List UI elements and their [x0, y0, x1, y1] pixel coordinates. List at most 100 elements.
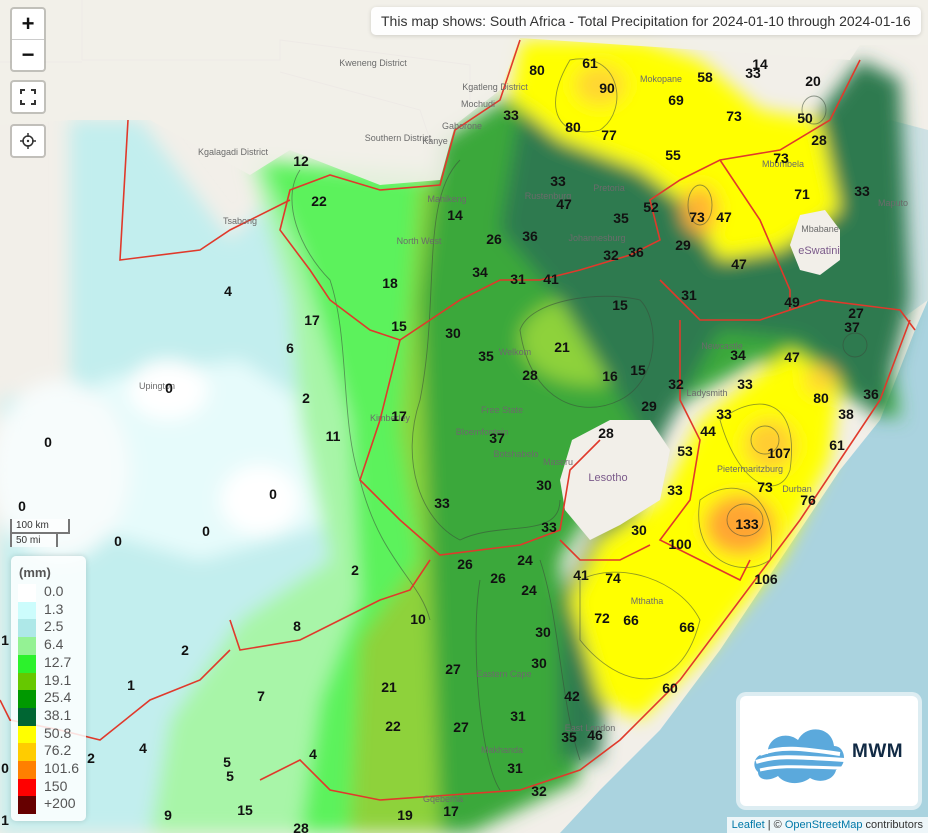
precip-value-label: 60: [662, 680, 678, 696]
precip-value-label: 61: [582, 55, 598, 71]
precip-value-label: 35: [478, 348, 494, 364]
precip-value-label: 2: [181, 642, 189, 658]
precip-value-label: 19: [397, 807, 413, 823]
precip-value-label: 2: [302, 390, 310, 406]
precip-value-label: 0: [165, 380, 173, 396]
precip-value-label: 33: [854, 183, 870, 199]
precip-value-label: 80: [529, 62, 545, 78]
precip-value-label: 35: [613, 210, 629, 226]
legend-item: 1.3: [18, 600, 86, 620]
precip-value-label: 32: [668, 376, 684, 392]
legend-value: 1.3: [44, 600, 64, 617]
precip-value-label: 4: [224, 283, 232, 299]
precip-value-label: 80: [813, 390, 829, 406]
place-label: Pretoria: [593, 183, 625, 193]
precip-value-label: 53: [677, 443, 693, 459]
precip-value-label: 21: [381, 679, 397, 695]
precip-value-label: 30: [531, 655, 547, 671]
place-label: Welkom: [498, 347, 532, 357]
precip-value-label: 15: [237, 802, 253, 818]
place-label: Kgalagadi District: [197, 147, 269, 157]
legend-swatch: [18, 672, 36, 691]
precip-value-label: 22: [385, 718, 401, 734]
precip-value-label: 2: [87, 750, 95, 766]
precipitation-legend: (mm) 0.0 1.3 2.5 6.4 12.7 19.1 25.4 38.1 50.8 76.…: [11, 556, 86, 821]
place-label: Kweneng District: [339, 58, 407, 68]
crosshair-icon: [20, 133, 36, 149]
precip-value-label: 66: [679, 619, 695, 635]
precip-value-label: 15: [630, 362, 646, 378]
precip-value-label: 107: [767, 445, 791, 461]
legend-value: 19.1: [44, 671, 72, 688]
precip-value-label: 38: [838, 406, 854, 422]
legend-item: 25.4: [18, 689, 86, 709]
precip-value-label: 90: [599, 80, 615, 96]
place-label: Botshabelo: [493, 449, 539, 459]
precip-value-label: 0: [44, 434, 52, 450]
place-label: Kanye: [422, 136, 448, 146]
precip-value-label: 52: [643, 199, 659, 215]
precip-value-label: 47: [556, 196, 572, 212]
precip-value-label: 31: [681, 287, 697, 303]
fullscreen-button[interactable]: [10, 80, 46, 114]
place-label: Upington: [138, 381, 176, 391]
place-label: Southern District: [364, 133, 432, 143]
legend-unit: (mm): [19, 565, 51, 580]
locate-button[interactable]: [10, 124, 46, 158]
place-label: Tsabong: [222, 216, 258, 226]
leaflet-link[interactable]: Leaflet: [731, 819, 765, 831]
precip-value-label: 28: [811, 132, 827, 148]
precip-value-label: 73: [773, 150, 789, 166]
precip-value-label: 33: [550, 173, 566, 189]
precip-value-label: 30: [536, 477, 552, 493]
scale-km: 100 km: [10, 519, 70, 534]
osm-link[interactable]: OpenStreetMap: [784, 819, 863, 831]
scale-mi: 50 mi: [10, 532, 58, 547]
place-label: Durban: [782, 484, 812, 494]
precip-value-label: 0: [269, 486, 277, 502]
precip-value-label: 28: [598, 425, 614, 441]
legend-value: 6.4: [44, 636, 64, 653]
precip-value-label: 42: [564, 688, 580, 704]
precip-value-label: 47: [731, 256, 747, 272]
precip-value-label: 28: [522, 367, 538, 383]
legend-value: 76.2: [44, 742, 72, 759]
place-label: Johannesburg: [568, 233, 626, 243]
legend-value: 2.5: [44, 618, 64, 635]
zoom-in-button[interactable]: +: [21, 11, 35, 36]
place-label: Mochudi: [460, 99, 496, 109]
precip-value-label: 41: [543, 271, 559, 287]
legend-value: 25.4: [44, 689, 72, 706]
precip-value-label: 55: [665, 147, 681, 163]
place-label: Mbabane: [801, 224, 839, 234]
precip-value-label: 0: [1, 760, 9, 776]
legend-swatch: [18, 584, 36, 602]
precip-value-label: 26: [490, 570, 506, 586]
precip-value-label: 27: [445, 661, 461, 677]
fullscreen-icon: [20, 89, 36, 105]
precip-value-label: 22: [311, 193, 327, 209]
precip-value-label: 33: [503, 107, 519, 123]
legend-value: 150: [44, 777, 68, 794]
legend-swatch: [18, 743, 36, 762]
legend-swatch: [18, 690, 36, 709]
precip-value-label: 133: [735, 516, 759, 532]
precip-value-label: 37: [844, 319, 860, 335]
precip-value-label: 77: [601, 127, 617, 143]
scale-bar: 100 km 50 mi: [10, 519, 70, 547]
legend-item: 6.4: [18, 636, 86, 656]
zoom-out-button[interactable]: −: [12, 39, 44, 70]
precip-value-label: 1: [1, 632, 9, 648]
legend-item: 12.7: [18, 654, 86, 673]
place-label: East London: [564, 723, 616, 733]
precip-value-label: 14: [447, 207, 463, 223]
precip-value-label: 37: [489, 430, 505, 446]
precip-value-label: 35: [561, 729, 577, 745]
precip-value-label: 27: [848, 305, 864, 321]
precip-value-label: 47: [716, 209, 732, 225]
legend-item: 2.5: [18, 618, 86, 638]
precip-value-label: 0: [202, 523, 210, 539]
precip-value-label: 33: [737, 376, 753, 392]
precip-value-label: 31: [510, 708, 526, 724]
